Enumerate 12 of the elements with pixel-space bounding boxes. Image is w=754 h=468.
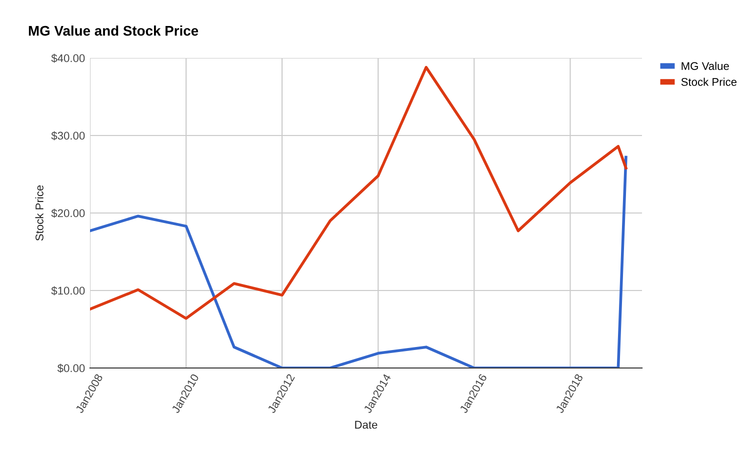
y-tick-label: $40.00	[51, 54, 85, 63]
y-tick-label: $0.00	[57, 364, 85, 373]
legend-label: MG Value	[682, 62, 729, 70]
x-axis-title: Date	[355, 420, 378, 429]
line-series	[90, 66, 628, 320]
y-axis-title: Stock Price	[35, 185, 44, 241]
y-tick-label: $10.00	[51, 286, 85, 296]
y-tick-label: $30.00	[51, 131, 85, 140]
line-series	[90, 156, 628, 368]
y-tick-label: $20.00	[51, 208, 85, 218]
chart-title: MG Value and Stock Price	[28, 26, 198, 36]
legend-label: Stock Price	[681, 78, 737, 86]
